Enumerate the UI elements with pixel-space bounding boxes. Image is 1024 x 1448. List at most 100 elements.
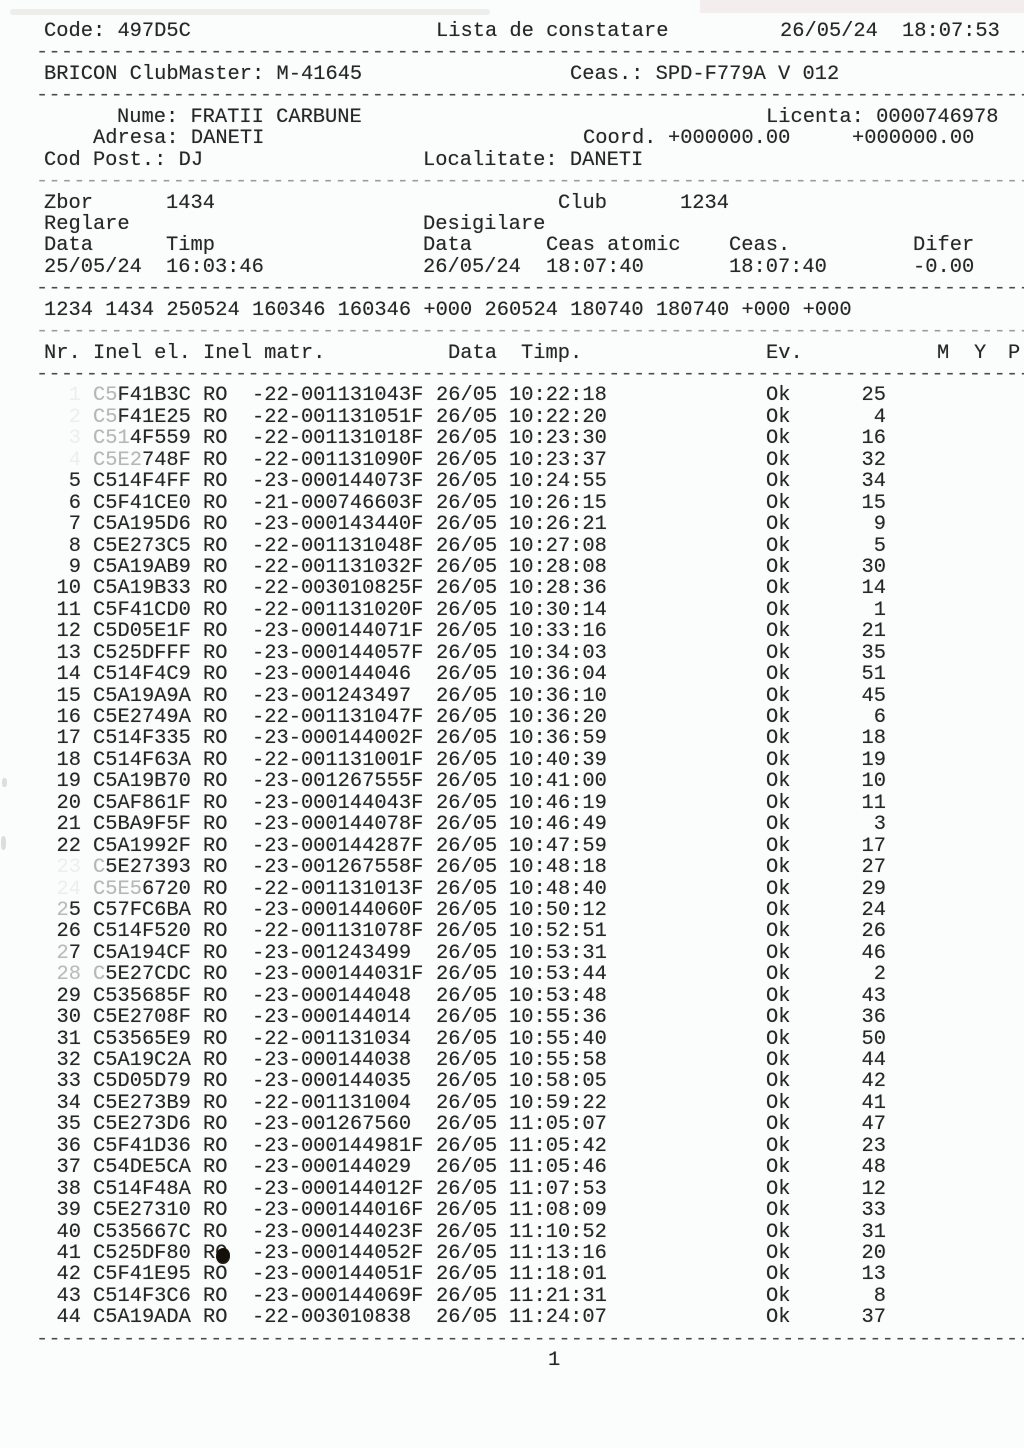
table-row: 11 C5F41CD0 RO -22-001131020F 26/05 10:30:14 O… [0,598,1024,622]
ring-registration-number: -23-000144014 [252,1006,412,1030]
country-code: RO [203,470,228,494]
ring-faded-chars: C5 [93,405,118,429]
table-header: Nr. Inel el. Inel matr. Data Timp. Ev. M… [0,341,1024,365]
clocking-time: 10:30:14 [509,598,607,622]
clocking-time: 10:55:40 [509,1027,607,1051]
country-code: RO [203,1027,228,1051]
clocking-date: 26/05 [436,1177,498,1201]
country-code: RO [203,448,228,472]
clocking-date: 26/05 [436,1306,498,1330]
event-status: Ok [766,984,791,1008]
clocking-time: 11:08:09 [509,1199,607,1223]
member-name-line: Nume: FRATII CARBUNE Licenta: 0000746978 [0,107,1024,128]
basketing-order-number: 23 [861,1134,886,1158]
clocking-time: 11:13:16 [509,1241,607,1265]
col-header-nr: Nr. [44,341,81,365]
ring-electronic-id: C5A1992F [93,834,191,858]
country-code: RO [203,770,228,794]
event-status: Ok [766,427,791,451]
ring-registration-number: -23-001243497 [252,684,412,708]
clocking-time: 10:40:39 [509,748,607,772]
ring-electronic-id: C5E56720 [93,877,191,901]
row-number-faded-digit: 2 [56,898,69,922]
clocking-date: 26/05 [436,1199,498,1223]
event-status: Ok [766,963,791,987]
ring-electronic-id: C5E273C5 [93,534,191,558]
clocking-date: 26/05 [436,577,498,601]
country-code: RO [203,834,228,858]
separator-line: ----------------------------------------… [0,278,1024,300]
ring-registration-number: -23-000144038 [252,1049,412,1072]
table-row: 12 C5D05E1F RO -23-000144071F 26/05 10:33:16 O… [0,620,1024,644]
basketing-order-number: 14 [861,577,886,601]
event-status: Ok [766,706,791,729]
basketing-order-number: 51 [861,663,886,687]
table-row: 35 C5E273D6 RO -23-001267560 26/05 11:05:07 Ok… [0,1113,1024,1137]
basketing-order-number: 35 [861,641,886,665]
row-number: 29 [56,984,81,1008]
country-code: RO [203,491,228,515]
table-row: 15 C5A19A9A RO -23-001243497 26/05 10:36:10 Ok… [0,684,1024,708]
event-status: Ok [766,1006,791,1030]
ring-registration-number: -22-001131013F [252,877,424,901]
clocking-time: 11:21:31 [509,1284,607,1308]
clocking-time: 10:33:16 [509,620,607,644]
ring-electronic-id: C514F559 [93,427,191,451]
country-code: RO [203,684,228,708]
row-number: 26 [56,920,81,944]
col-header-inel-el: Inel el. [93,341,191,365]
ring-electronic-id: C5E27CDC [93,963,191,987]
event-status: Ok [766,856,791,880]
ring-faded-chars: C [93,963,106,987]
clocking-date: 26/05 [436,1263,498,1287]
ring-electronic-id: C525DF80 [93,1241,191,1265]
country-code: RO [203,898,228,922]
table-row: 44 C5A19ADA RO -22-003010838 26/05 11:24:07 Ok… [0,1306,1024,1330]
country-code: RO [203,1113,228,1137]
ring-registration-number: -21-000746603F [252,491,424,515]
clocking-time: 10:36:20 [509,706,607,729]
event-status: Ok [766,598,791,622]
clocking-time: 10:48:18 [509,856,607,880]
ring-electronic-id: C5D05E1F [93,620,191,644]
clocking-time: 11:18:01 [509,1263,607,1287]
set-date-value: 25/05/24 [44,255,142,279]
ring-registration-number: -23-000144069F [252,1284,424,1308]
ring-faded-chars: C5 [93,384,118,408]
event-status: Ok [766,920,791,944]
device-clock: Ceas.: SPD-F779A V 012 [570,62,840,86]
basketing-order-number: 2 [873,963,886,987]
clocking-date: 26/05 [436,834,498,858]
clocking-time: 11:10:52 [509,1220,607,1244]
ring-electronic-id: C54DE5CA [93,1156,191,1180]
unseal-section-label: Desigilare [423,212,546,236]
row-number: 37 [56,1156,81,1180]
member-locality: Localitate: DANETI [423,148,644,172]
table-row: 31 C53565E9 RO -22-001131034 26/05 10:55:40 Ok… [0,1027,1024,1051]
ring-registration-number: -22-001131043F [252,384,424,408]
clocking-time: 10:48:40 [509,877,607,901]
row-number: 21 [56,813,81,837]
country-code: RO [203,813,228,837]
ring-electronic-id: C5F41CE0 [93,491,191,515]
basketing-order-number: 12 [861,1177,886,1201]
col-header-inel-matr: Inel matr. [203,341,326,365]
clocking-time: 10:41:00 [509,770,607,794]
row-number: 6 [68,491,81,515]
basketing-order-number: 47 [861,1113,886,1137]
clocking-time: 10:26:21 [509,513,607,537]
country-code: RO [203,963,228,987]
basketing-order-number: 10 [861,770,886,794]
country-code: RO [203,984,228,1008]
country-code: RO [203,1199,228,1223]
clocking-date: 26/05 [436,941,498,965]
event-status: Ok [766,641,791,665]
ring-faded-chars: C5E5 [93,877,142,901]
basketing-order-number: 42 [861,1070,886,1094]
basketing-order-number: 43 [861,984,886,1008]
event-status: Ok [766,577,791,601]
separator-dashes: ----------------------------------------… [36,320,1024,344]
basketing-order-number: 25 [861,384,886,408]
basketing-order-number: 11 [861,791,886,815]
row-number: 28 [56,963,81,987]
